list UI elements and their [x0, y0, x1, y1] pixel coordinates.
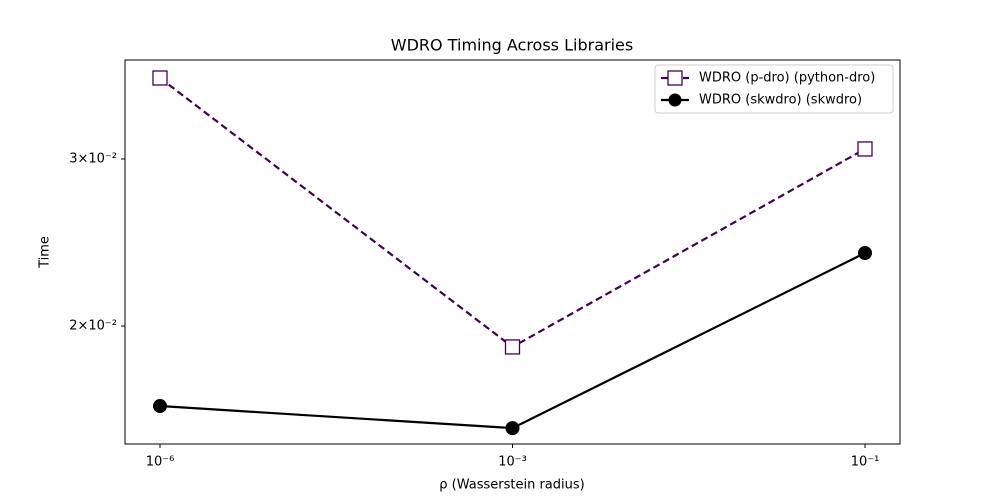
- x-tick-label: 10⁻¹: [851, 455, 880, 470]
- marker: [153, 399, 167, 414]
- x-axis-label: ρ (Wasserstein radius): [439, 478, 584, 493]
- legend-label: WDRO (p-dro) (python-dro): [699, 71, 875, 86]
- y-axis-label: Time: [38, 236, 53, 269]
- legend-marker: [668, 93, 682, 107]
- legend-label: WDRO (skwdro) (skwdro): [699, 93, 862, 108]
- marker: [504, 339, 521, 355]
- y-tick-label: 3×10⁻²: [69, 152, 117, 167]
- marker: [152, 70, 168, 86]
- marker: [858, 245, 872, 260]
- x-tick-label: 10⁻³: [498, 455, 527, 470]
- marker: [857, 141, 873, 157]
- y-tick-label: 2×10⁻²: [69, 319, 117, 334]
- x-tick-label: 10⁻⁶: [146, 455, 175, 470]
- chart-title: WDRO Timing Across Libraries: [391, 36, 633, 55]
- legend-box: [654, 64, 894, 114]
- marker: [505, 421, 520, 436]
- legend-marker: [667, 70, 683, 86]
